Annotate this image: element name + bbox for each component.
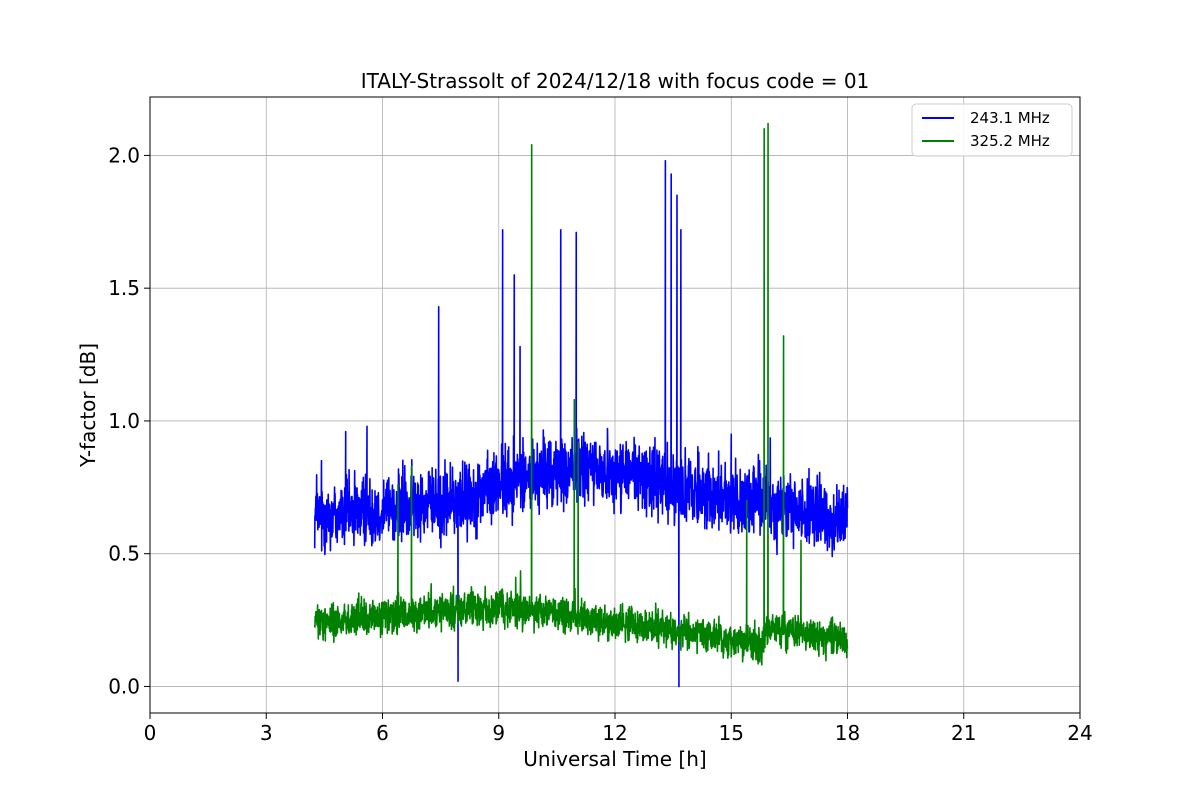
- legend-label-325mhz: 325.2 MHz: [970, 132, 1050, 150]
- x-axis-label: Universal Time [h]: [523, 747, 706, 771]
- y-axis-label: Y-factor [dB]: [76, 343, 100, 468]
- y-tick-label: 1.5: [108, 276, 140, 300]
- x-tick-label: 18: [835, 721, 860, 745]
- legend-label-243mhz: 243.1 MHz: [970, 109, 1050, 127]
- series-line-0: [313, 159, 849, 688]
- y-tick-label: 0.0: [108, 674, 140, 698]
- y-tick-label: 1.0: [108, 409, 140, 433]
- chart-title: ITALY-Strassolt of 2024/12/18 with focus…: [361, 69, 870, 93]
- x-tick-label: 0: [144, 721, 157, 745]
- x-tick-label: 15: [719, 721, 744, 745]
- x-tick-label: 6: [376, 721, 389, 745]
- axis-ticks: 0 3 6 9 12 15 18 21 24 0.0 0.5 1.0 1.5 2.0: [108, 143, 1093, 745]
- legend: 243.1 MHz 325.2 MHz: [911, 103, 1073, 157]
- y-tick-label: 2.0: [108, 143, 140, 167]
- x-tick-label: 12: [602, 721, 627, 745]
- x-tick-label: 24: [1067, 721, 1092, 745]
- y-tick-label: 0.5: [108, 542, 140, 566]
- x-tick-label: 9: [492, 721, 505, 745]
- x-tick-label: 21: [951, 721, 976, 745]
- plot-area: [313, 122, 849, 688]
- x-tick-label: 3: [260, 721, 273, 745]
- series-line-1: [313, 122, 849, 666]
